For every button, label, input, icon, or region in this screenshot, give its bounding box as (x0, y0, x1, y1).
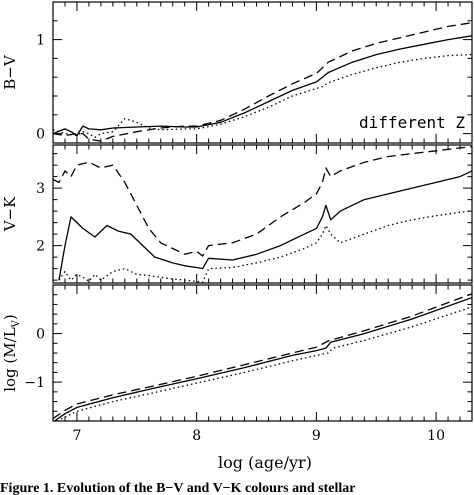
y-tick-label: −1 (24, 375, 45, 391)
x-tick-label: 7 (72, 428, 81, 444)
series-line-dashed (53, 293, 472, 420)
x-tick-label: 9 (312, 428, 321, 444)
y-tick-label: 2 (36, 239, 45, 255)
series-line-solid (53, 35, 472, 137)
panel-b-v: 0 1 B−V different Z (1, 1, 473, 144)
series-line-dotted (58, 210, 472, 283)
series-line-dashed (53, 146, 472, 257)
panel-annotation: different Z (359, 113, 465, 132)
panel-v-k: 2 3 V−K (1, 144, 473, 284)
plot-frame (52, 284, 473, 422)
plot-frame (52, 144, 473, 284)
y-axis-label: V−K (1, 196, 19, 232)
x-tick-label: 8 (192, 428, 201, 444)
y-axis-label: B−V (1, 54, 19, 90)
panel-mass-to-light: −1 0 log (M/LV) (1, 284, 473, 422)
plot-frame (52, 1, 473, 144)
y-tick-label: 0 (36, 127, 45, 143)
x-tick-label: 10 (427, 428, 445, 444)
y-tick-label: 3 (36, 181, 45, 197)
series-line-solid (58, 170, 472, 281)
y-tick-label: 0 (36, 327, 45, 343)
series-line-solid (53, 296, 472, 421)
series-line-dotted (53, 53, 472, 139)
y-axis-label: log (M/LV) (1, 314, 22, 392)
x-axis-label: log (age/yr) (218, 453, 312, 472)
y-tick-label: 1 (36, 33, 45, 49)
series-line-dashed (53, 22, 472, 142)
figure-caption: Figure 1. Evolution of the B−V and V−K c… (0, 481, 356, 495)
series-line-dotted (56, 306, 472, 421)
